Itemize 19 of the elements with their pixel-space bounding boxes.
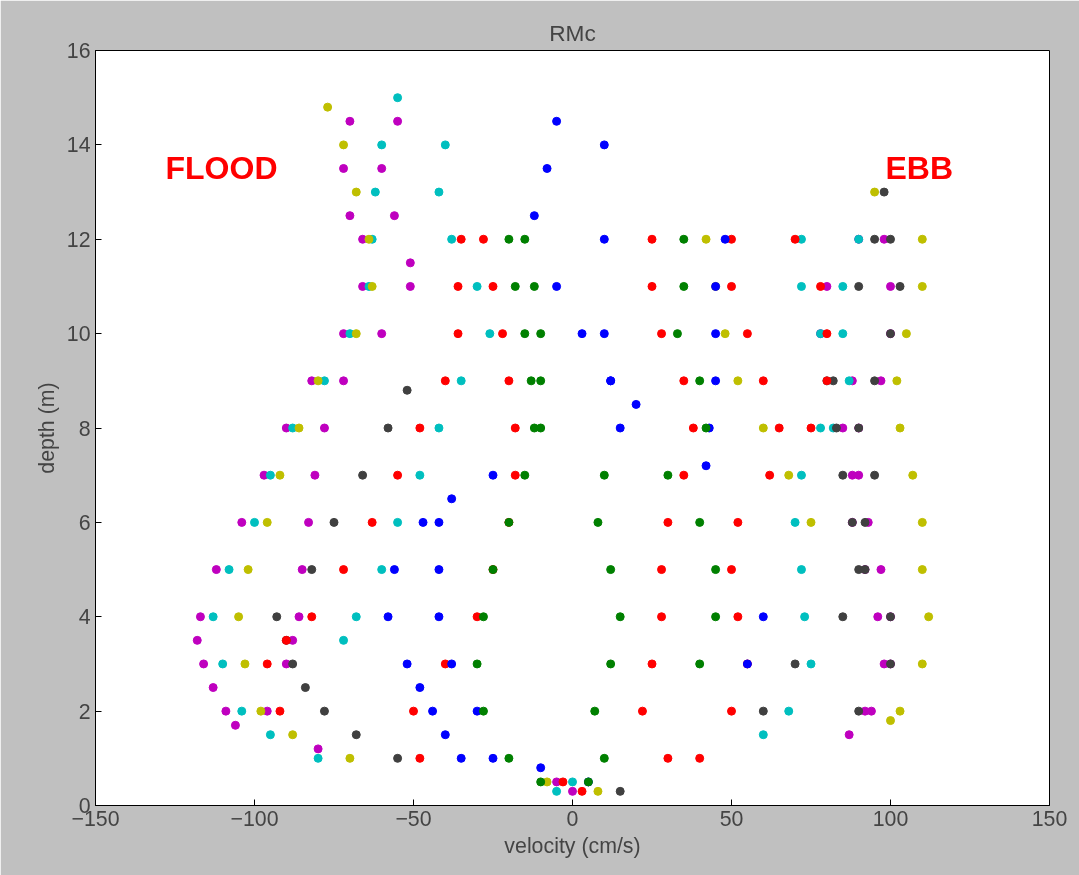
x-axis-title: velocity (cm/s): [504, 833, 641, 858]
y-tick-label: 12: [66, 227, 91, 252]
annotation: EBB: [885, 149, 954, 186]
y-tick-label: 6: [78, 510, 91, 535]
x-tick-label: 100: [872, 806, 909, 831]
y-tick-label: 14: [66, 133, 91, 158]
chart-title: RMc: [549, 19, 596, 46]
x-tick-label: 0: [566, 806, 579, 831]
x-tick-label: 50: [719, 806, 744, 831]
y-tick-label: 16: [66, 39, 91, 63]
x-tick-label: −50: [395, 806, 432, 831]
y-tick-label: 8: [78, 416, 91, 441]
y-tick-label: 2: [78, 699, 91, 724]
x-tick-label: −100: [230, 806, 279, 831]
y-axis-title: depth (m): [34, 382, 59, 474]
y-tick-label: 10: [66, 322, 91, 347]
x-tick-label: 150: [1031, 806, 1068, 831]
annotation: FLOOD: [165, 149, 278, 186]
y-tick-label: 4: [78, 605, 91, 630]
